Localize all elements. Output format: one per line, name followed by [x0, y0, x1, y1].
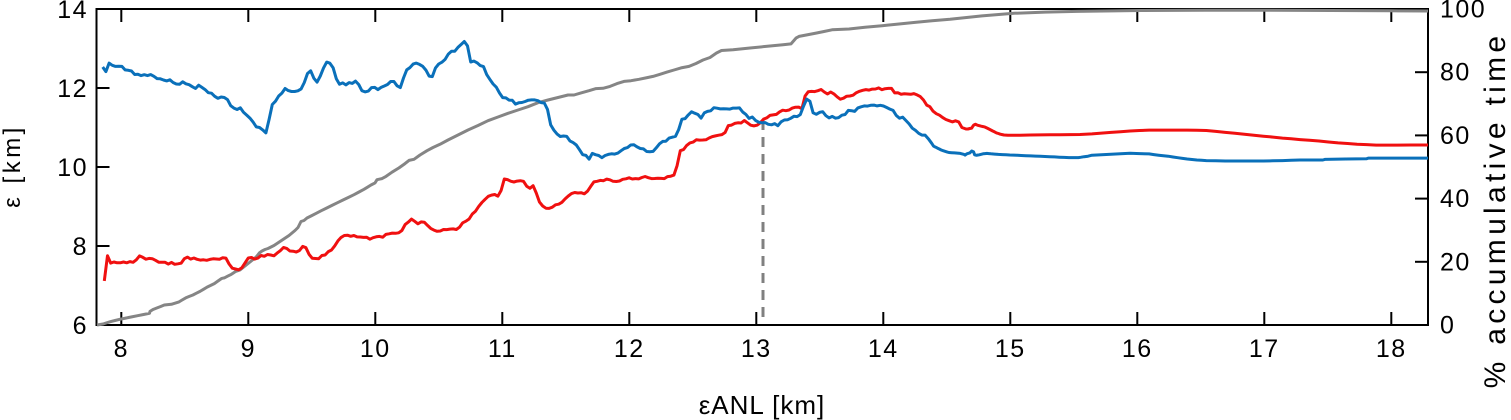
svg-text:15: 15 [995, 335, 1026, 363]
svg-text:11: 11 [488, 335, 517, 363]
svg-text:80: 80 [1440, 59, 1471, 87]
svg-text:8: 8 [73, 233, 88, 261]
svg-text:ε [km]: ε [km] [0, 124, 26, 208]
svg-text:12: 12 [57, 75, 88, 103]
svg-text:% accumulative time: % accumulative time [1479, 32, 1511, 389]
svg-text:18: 18 [1376, 335, 1407, 363]
svg-text:8: 8 [114, 335, 129, 363]
svg-text:14: 14 [868, 335, 899, 363]
svg-text:0: 0 [1440, 312, 1455, 340]
svg-text:10: 10 [57, 154, 88, 182]
svg-text:60: 60 [1440, 122, 1471, 150]
svg-text:40: 40 [1440, 185, 1471, 213]
svg-text:100: 100 [1440, 0, 1486, 24]
svg-text:12: 12 [614, 335, 645, 363]
svg-text:10: 10 [360, 335, 391, 363]
svg-text:6: 6 [73, 312, 88, 340]
svg-text:εANL [km]: εANL [km] [699, 390, 826, 420]
svg-text:17: 17 [1249, 335, 1280, 363]
svg-text:14: 14 [57, 0, 88, 24]
svg-text:13: 13 [741, 335, 772, 363]
svg-text:20: 20 [1440, 248, 1471, 276]
svg-text:9: 9 [241, 335, 256, 363]
svg-text:16: 16 [1122, 335, 1153, 363]
